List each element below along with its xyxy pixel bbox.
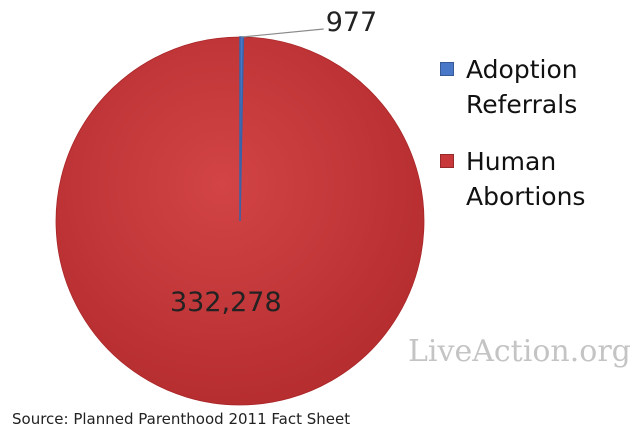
legend-swatch-adoption-referrals — [440, 62, 454, 76]
legend-item-adoption-referrals: Adoption Referrals — [440, 52, 630, 122]
legend: Adoption Referrals Human Abortions — [440, 52, 630, 236]
adoption-referrals-leader-line — [241, 28, 324, 38]
watermark: LiveAction.org — [408, 334, 631, 369]
legend-swatch-human-abortions — [440, 154, 454, 168]
legend-label-adoption-referrals: Adoption Referrals — [466, 55, 578, 119]
human-abortions-data-label: 332,278 — [170, 287, 282, 318]
legend-item-human-abortions: Human Abortions — [440, 144, 630, 214]
source-note: Source: Planned Parenthood 2011 Fact She… — [12, 410, 351, 428]
legend-label-human-abortions: Human Abortions — [466, 147, 586, 211]
adoption-referrals-data-label: 977 — [326, 7, 378, 38]
